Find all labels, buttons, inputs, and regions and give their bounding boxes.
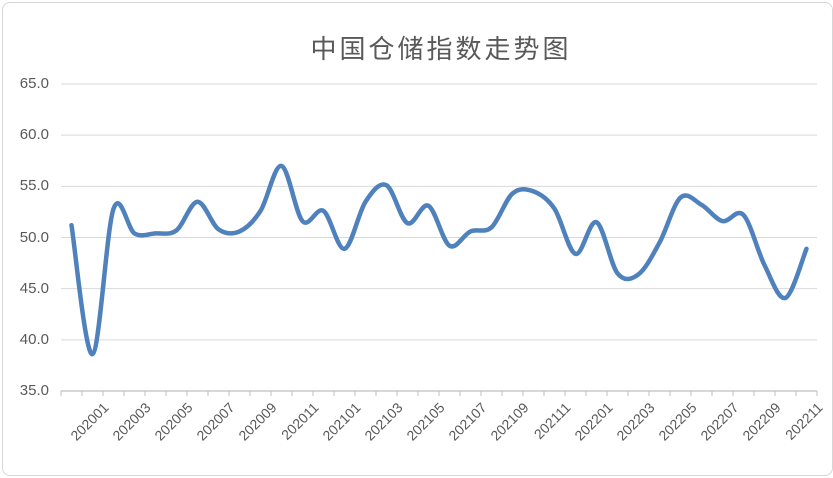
index-series-line <box>69 163 809 357</box>
line-plot-canvas <box>60 83 818 396</box>
y-axis-tick-label: 35.0 <box>19 382 49 399</box>
y-axis-tick-label: 65.0 <box>19 75 49 92</box>
chart-title: 中国仓储指数走势图 <box>310 35 572 65</box>
y-axis-tick-label: 50.0 <box>19 228 49 246</box>
y-axis-tick-label: 40.0 <box>19 330 49 348</box>
y-axis-tick-label: 55.0 <box>19 177 49 195</box>
y-axis-tick-label: 45.0 <box>19 279 49 297</box>
y-axis-tick-label: 60.0 <box>19 126 49 144</box>
